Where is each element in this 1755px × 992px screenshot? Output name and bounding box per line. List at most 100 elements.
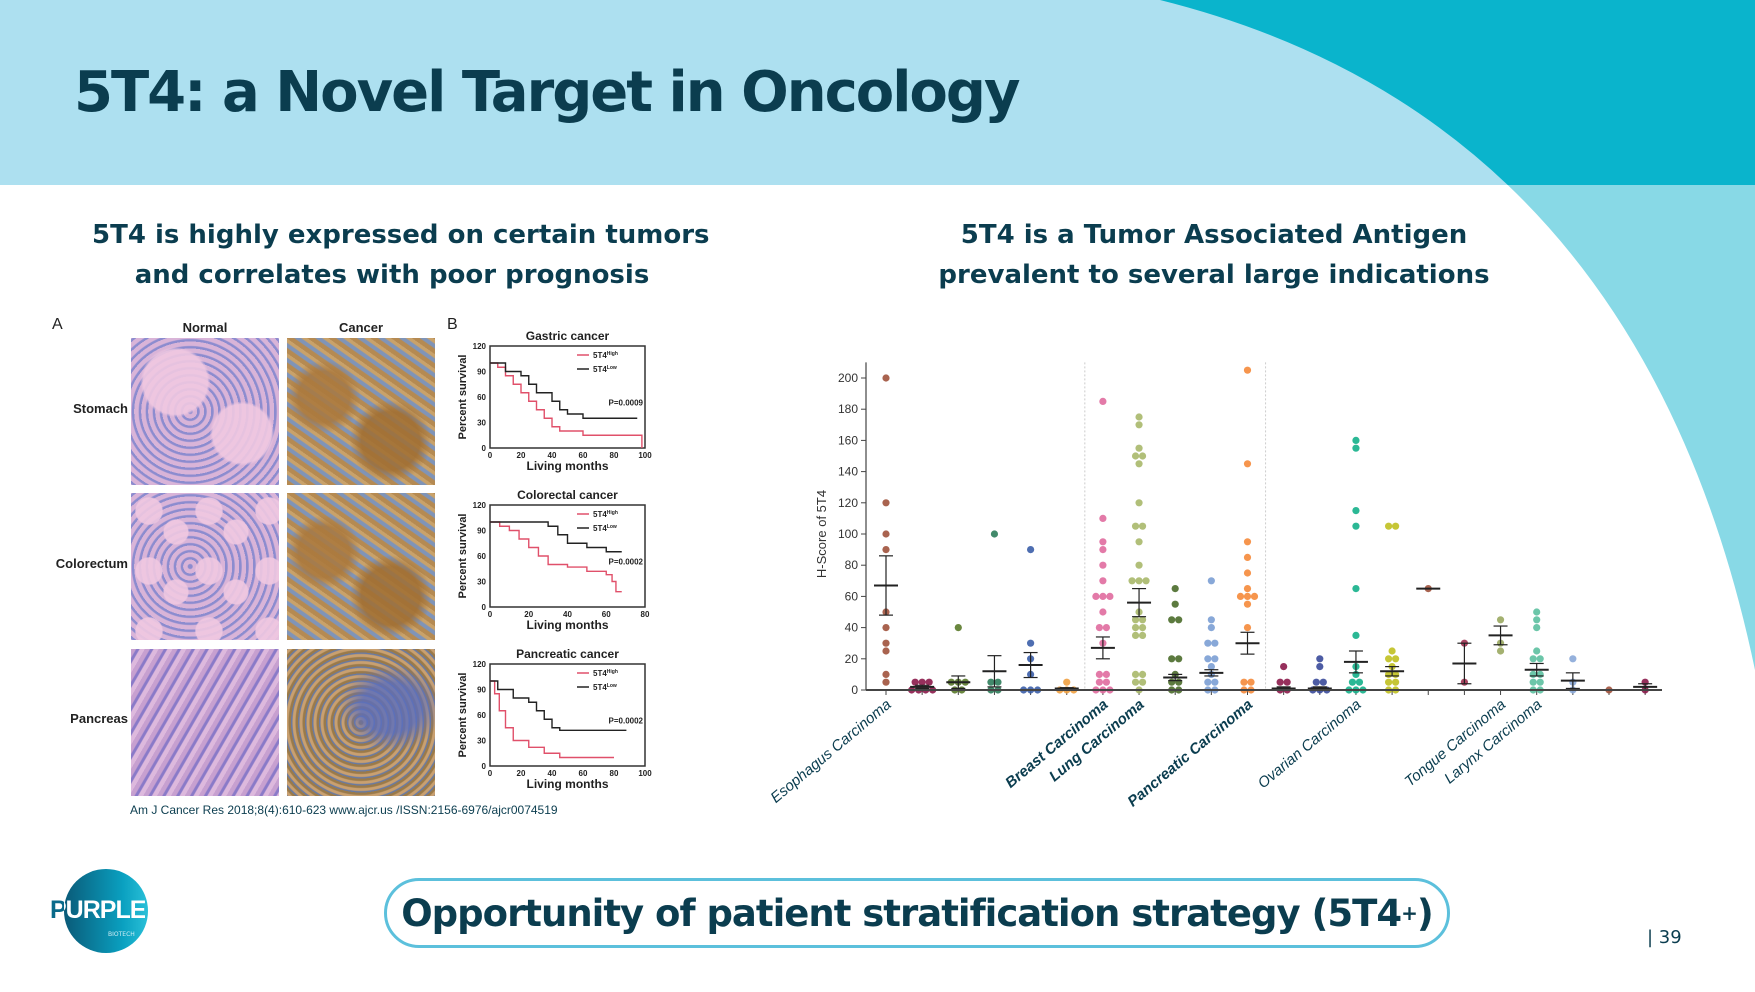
callout-banner: Opportunity of patient stratification st… — [384, 878, 1450, 948]
km-ytick-label: 60 — [477, 711, 486, 720]
data-point — [1099, 546, 1107, 554]
km-curve-high — [490, 362, 643, 448]
data-point — [882, 647, 890, 655]
km-legend-label: 5T4High — [593, 510, 618, 519]
km-p-value: P=0.0002 — [609, 558, 644, 567]
km-curve-high — [490, 680, 614, 759]
data-point — [1529, 655, 1537, 663]
data-point — [1352, 522, 1360, 530]
km-ytick-label: 60 — [477, 393, 486, 402]
citation: Am J Cancer Res 2018;8(4):610-623 www.aj… — [130, 803, 558, 817]
data-point — [1355, 678, 1364, 686]
y-tick-label: 80 — [845, 558, 859, 572]
km-xtick-label: 100 — [638, 451, 652, 460]
data-point — [1536, 678, 1544, 686]
data-point — [1496, 647, 1505, 655]
y-tick-label: 200 — [838, 371, 858, 385]
km-legend-label: 5T4Low — [593, 683, 617, 692]
data-point — [1533, 624, 1541, 632]
km-title: Colorectal cancer — [517, 488, 618, 502]
km-plot-gastric: Gastric cancer 0 30 60 90 120 0 20 40 60 80 100 Livi… — [457, 329, 652, 473]
data-point — [1168, 616, 1176, 624]
data-point — [1138, 616, 1147, 624]
data-point — [1138, 452, 1147, 460]
data-point — [1392, 522, 1400, 530]
data-point — [1171, 585, 1179, 593]
data-point — [925, 678, 933, 686]
data-point — [1099, 577, 1107, 585]
slide-title: 5T4: a Novel Target in Oncology — [74, 60, 1020, 125]
header-accent-curve — [1160, 0, 1755, 185]
data-point — [1204, 655, 1212, 663]
km-ylabel: Percent survival — [457, 355, 469, 440]
km-xtick-label: 0 — [488, 610, 493, 619]
data-point — [1135, 561, 1143, 569]
data-point — [1243, 624, 1252, 632]
right-subtitle-line: 5T4 is a Tumor Associated Antigen — [960, 220, 1468, 250]
data-point — [1536, 670, 1544, 679]
data-point — [1102, 624, 1110, 632]
data-point — [1352, 585, 1360, 593]
data-point — [990, 530, 999, 538]
data-point — [1352, 444, 1360, 452]
data-point — [1135, 499, 1143, 507]
km-xtick-label: 60 — [579, 769, 588, 778]
y-tick-label: 60 — [845, 589, 859, 603]
data-point — [1099, 608, 1107, 616]
km-ytick-label: 120 — [473, 501, 487, 510]
data-point — [1175, 616, 1183, 624]
y-tick-label: 20 — [845, 652, 859, 666]
km-xtick-label: 80 — [610, 451, 619, 460]
data-point — [1243, 600, 1252, 608]
km-xtick-label: 80 — [641, 610, 650, 619]
data-point — [1316, 655, 1324, 663]
data-point — [918, 678, 926, 686]
km-xtick-label: 20 — [517, 769, 526, 778]
data-point — [1138, 631, 1147, 640]
data-point — [1168, 655, 1176, 663]
data-point — [1175, 655, 1183, 663]
km-ylabel: Percent survival — [457, 673, 469, 758]
km-xtick-label: 20 — [517, 451, 526, 460]
data-point — [1496, 616, 1505, 624]
data-point — [1138, 522, 1147, 530]
y-tick-label: 120 — [838, 496, 858, 510]
data-point — [1175, 678, 1183, 686]
data-point — [1131, 678, 1140, 686]
km-legend-label: 5T4High — [593, 351, 618, 360]
callout-text-end: ) — [1416, 891, 1434, 935]
km-legend-label: 5T4Low — [593, 365, 617, 374]
data-point — [1385, 678, 1393, 686]
km-xtick-label: 40 — [548, 769, 557, 778]
km-legend-sup: Low — [607, 683, 617, 689]
km-ytick-label: 60 — [477, 552, 486, 561]
y-tick-label: 140 — [838, 465, 858, 479]
km-plot-colorectal: Colorectal cancer 0 30 60 90 120 0 20 40 60 80 Livi… — [457, 488, 650, 632]
km-xtick-label: 40 — [563, 610, 572, 619]
km-ytick-label: 30 — [477, 737, 486, 746]
data-point — [1135, 444, 1143, 452]
data-point — [882, 624, 890, 632]
data-point — [1131, 616, 1140, 624]
left-subtitle: 5T4 is highly expressed on certain tumor… — [92, 215, 710, 295]
data-point — [882, 670, 890, 679]
company-logo: PURPLE BIOTECH — [50, 869, 148, 953]
data-point — [987, 678, 995, 686]
km-curve-low — [490, 362, 638, 419]
km-frame — [489, 504, 646, 608]
data-point — [1211, 639, 1219, 647]
x-category-label: Pancreatic Carcinoma — [1124, 696, 1256, 810]
km-xtick-label: 80 — [610, 769, 619, 778]
data-point — [1128, 577, 1136, 585]
data-point — [1529, 670, 1537, 679]
data-point — [1204, 678, 1212, 686]
km-curve-low — [490, 680, 627, 731]
data-point — [1280, 663, 1288, 671]
km-xtick-label: 40 — [548, 451, 557, 460]
data-point — [1027, 639, 1035, 647]
data-point — [1352, 507, 1360, 515]
data-point — [1236, 592, 1245, 601]
callout-text: Opportunity of patient stratification st… — [401, 891, 1402, 935]
data-point — [1135, 421, 1143, 429]
